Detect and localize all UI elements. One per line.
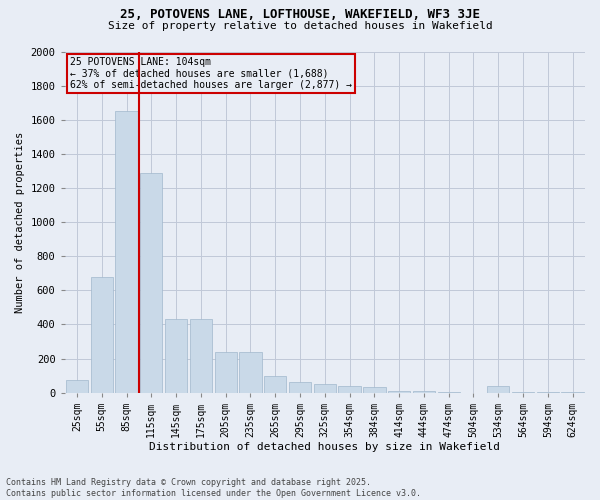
X-axis label: Distribution of detached houses by size in Wakefield: Distribution of detached houses by size … (149, 442, 500, 452)
Bar (140, 172, 163, 392)
Bar (264, 376, 286, 392)
Text: Contains HM Land Registry data © Crown copyright and database right 2025.
Contai: Contains HM Land Registry data © Crown c… (6, 478, 421, 498)
Text: 25 POTOVENS LANE: 104sqm
← 37% of detached houses are smaller (1,688)
62% of sem: 25 POTOVENS LANE: 104sqm ← 37% of detach… (70, 56, 352, 90)
Bar (363, 386, 386, 392)
Bar (91, 276, 113, 392)
Bar (289, 382, 311, 392)
Bar (487, 386, 509, 392)
Bar (388, 391, 410, 392)
Bar (66, 380, 88, 392)
Bar (239, 352, 262, 393)
Text: 25, POTOVENS LANE, LOFTHOUSE, WAKEFIELD, WF3 3JE: 25, POTOVENS LANE, LOFTHOUSE, WAKEFIELD,… (120, 8, 480, 20)
Bar (314, 384, 336, 392)
Bar (338, 386, 361, 392)
Bar (165, 320, 187, 392)
Bar (413, 391, 435, 392)
Text: Size of property relative to detached houses in Wakefield: Size of property relative to detached ho… (107, 21, 493, 31)
Bar (190, 320, 212, 392)
Y-axis label: Number of detached properties: Number of detached properties (15, 132, 25, 312)
Bar (215, 352, 237, 393)
Bar (115, 111, 137, 392)
